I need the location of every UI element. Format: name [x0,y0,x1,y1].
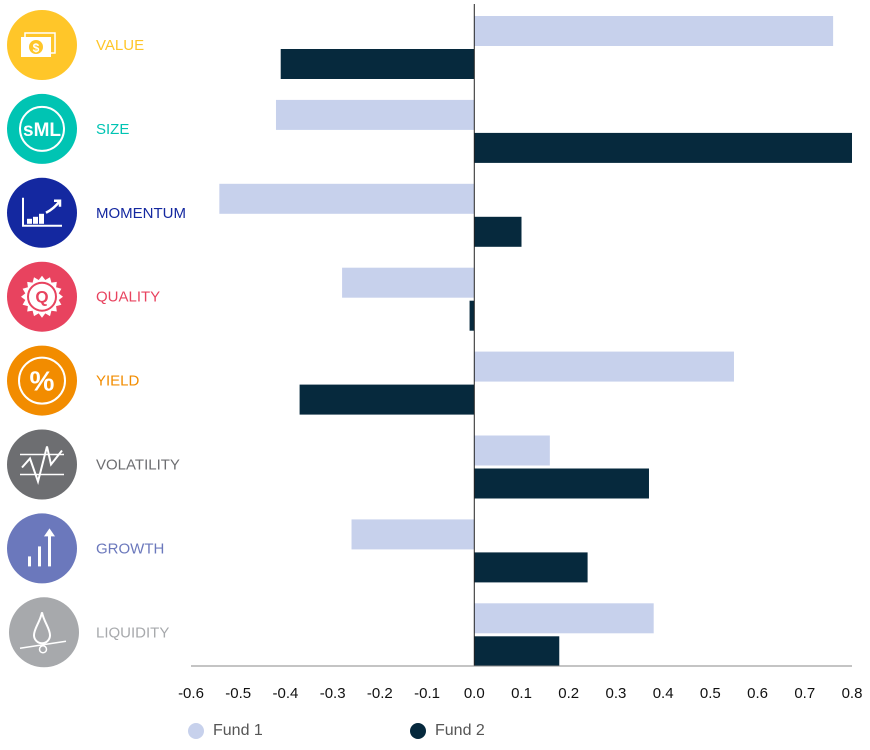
category-label: QUALITY [96,289,160,306]
icon-circle [7,177,77,248]
bar-fund-1 [342,267,475,298]
money-icon: $ [7,10,77,80]
category-label: LIQUIDITY [96,624,169,641]
growth-bars-icon [7,513,77,584]
svg-text:sML: sML [23,120,61,141]
x-tick-label: 0.8 [842,685,863,702]
legend-swatch-fund-2 [410,723,426,739]
icon-circle [7,513,77,584]
x-tick-label: 0.2 [558,685,579,702]
bar-fund-1 [474,16,834,46]
x-tick-label: 0.3 [605,685,626,702]
icon-circle [7,93,77,164]
category-label: GROWTH [96,540,164,557]
bar-fund-1 [474,603,654,634]
x-tick-label: 0.6 [747,685,768,702]
bar-fund-1 [275,99,475,130]
bar-fund-1 [219,183,475,214]
x-tick-label: 0.1 [511,685,532,702]
svg-text:$: $ [33,41,40,55]
x-tick-label: 0.5 [700,685,721,702]
bar-fund-2 [474,468,649,499]
legend-swatch-fund-1 [188,723,204,739]
percent-icon: % [7,345,77,416]
svg-text:Q: Q [35,288,48,307]
category-label: VALUE [96,37,144,54]
bar-fund-2 [280,49,475,79]
svg-text:%: % [30,366,55,397]
x-tick-label: -0.3 [320,685,346,702]
x-tick-label: -0.5 [225,685,251,702]
volatility-icon [7,429,77,500]
category-label: MOMENTUM [96,205,186,222]
bar-fund-1 [474,435,550,466]
x-tick-label: -0.6 [178,685,204,702]
bar-fund-2 [474,216,522,247]
factor-bar-chart: $ VALUE sML SIZE MOMENTUM Q QUALITY% YIELD VOLAT… [7,4,863,702]
momentum-chart-icon [7,177,77,248]
icon-circle [7,345,77,416]
legend-item-fund-2: Fund 2 [410,722,485,740]
x-tick-label: 0.0 [464,685,485,702]
legend-label-fund-2: Fund 2 [435,722,485,739]
legend-label-fund-1: Fund 1 [213,722,263,739]
category-label: YIELD [96,373,140,390]
x-tick-label: 0.4 [653,685,674,702]
category-label: VOLATILITY [96,457,180,474]
x-tick-label: -0.1 [414,685,440,702]
bar-fund-2 [474,636,560,667]
bar-fund-1 [474,351,734,382]
icon-circle [9,597,79,668]
legend-item-fund-1: Fund 1 [188,722,263,740]
x-tick-label: 0.7 [794,685,815,702]
bar-fund-2 [474,552,588,583]
x-tick-label: -0.2 [367,685,393,702]
size-sml-icon: sML [7,93,77,164]
bar-fund-2 [469,300,475,331]
liquidity-drop-icon [9,597,79,668]
quality-seal-icon: Q [7,261,77,332]
bar-fund-1 [351,519,475,550]
bar-fund-2 [474,132,852,163]
bar-fund-2 [299,384,475,415]
x-tick-label: -0.4 [272,685,298,702]
category-label: SIZE [96,121,129,138]
